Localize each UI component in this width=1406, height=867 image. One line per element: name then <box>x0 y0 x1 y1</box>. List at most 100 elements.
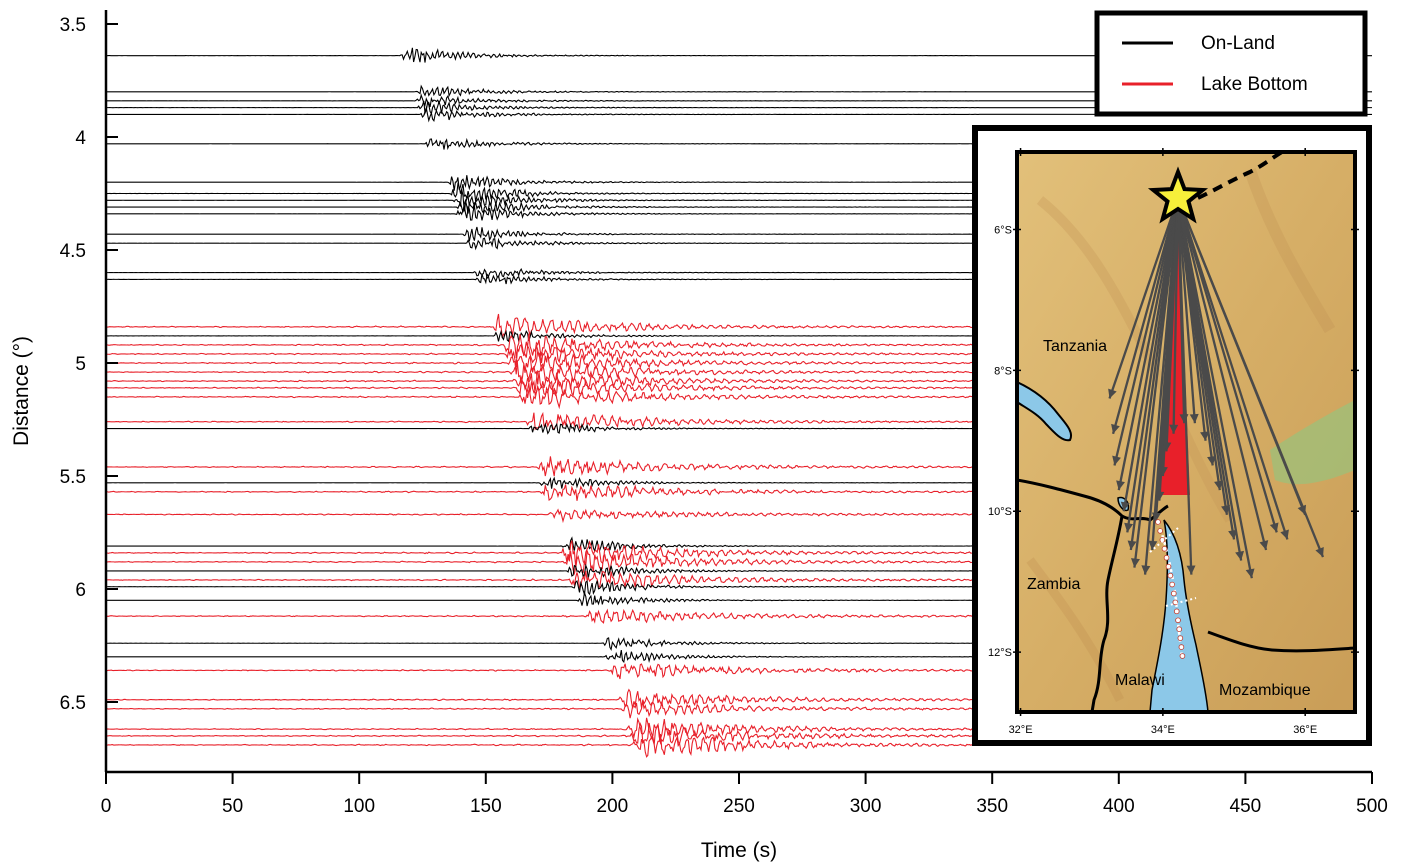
station-marker <box>1161 545 1168 552</box>
ray-arrowhead-icon <box>1130 558 1140 568</box>
ray-arrowhead-icon <box>1108 388 1117 399</box>
label-tanzania: Tanzania <box>1043 338 1107 355</box>
epicenter-star-icon <box>1147 166 1209 224</box>
trace-on-land <box>106 579 1372 596</box>
ray-arrowhead-icon <box>1111 423 1120 434</box>
ray-path <box>1176 197 1243 561</box>
trace-on-land <box>106 105 1372 123</box>
ray-arrowhead-icon <box>1186 565 1196 575</box>
station-marker <box>1163 554 1170 561</box>
map-lon-label: 34°E <box>1151 724 1175 736</box>
trace-lake-bottom <box>106 717 1372 741</box>
trace-lake-bottom <box>106 343 1372 366</box>
trace-on-land <box>106 563 1372 579</box>
ray-arrowhead-icon <box>1269 522 1279 533</box>
ray-arrowhead-icon <box>1235 550 1245 561</box>
station-marker <box>1157 528 1163 534</box>
y-tick-label: 5 <box>75 354 86 375</box>
ray-arrowhead-icon <box>1155 491 1165 501</box>
trace-on-land <box>106 268 1372 280</box>
label-mozambique: Mozambique <box>1219 682 1311 699</box>
map-lat-label: 10°S <box>988 506 1012 518</box>
station-marker <box>1175 617 1181 624</box>
map-lon-label: 36°E <box>1293 724 1317 736</box>
legend: On-Land Lake Bottom <box>1094 10 1368 117</box>
trace-lake-bottom <box>106 382 1372 410</box>
legend-label-lake-bottom: Lake Bottom <box>1201 74 1308 95</box>
trace-on-land <box>106 47 1372 63</box>
map-lat-label: 6°S <box>994 224 1012 236</box>
station-marker <box>1178 644 1185 650</box>
ray-arrowhead-icon <box>1116 480 1125 491</box>
trace-on-land <box>106 175 1372 191</box>
y-tick-label: 4 <box>75 128 86 149</box>
station-marker <box>1155 519 1161 525</box>
x-axis-label: Time (s) <box>701 839 777 862</box>
trace-lake-bottom <box>106 456 1372 477</box>
ray-arrowhead-icon <box>1124 522 1134 533</box>
label-malawi: Malawi <box>1115 672 1165 689</box>
ray-arrowhead-icon <box>1112 455 1121 466</box>
x-tick-label: 500 <box>1356 796 1388 817</box>
station-marker <box>1169 581 1175 588</box>
ray-arrowhead-icon <box>1189 413 1199 424</box>
ray-arrowhead-icon <box>1280 529 1289 540</box>
trace-lake-bottom <box>106 377 1372 398</box>
ray-arrowhead-icon <box>1127 540 1137 550</box>
map-border <box>1015 150 1357 714</box>
trace-lake-bottom <box>106 570 1372 589</box>
border-malawi-mozambique <box>1207 630 1355 653</box>
station-marker <box>1179 653 1186 659</box>
ray-arrowhead-icon <box>1148 540 1158 550</box>
trace-lake-bottom <box>106 369 1372 394</box>
trace-lake-bottom <box>106 701 1372 719</box>
y-tick-label: 5.5 <box>60 467 86 488</box>
ray-arrowhead-icon <box>1315 547 1324 558</box>
station-marker <box>1173 608 1180 615</box>
label-zambia: Zambia <box>1027 576 1080 593</box>
ray-arrowhead-icon <box>1162 442 1172 452</box>
ray-arrowhead-icon <box>1228 529 1238 540</box>
border-zambia-malawi <box>1090 515 1124 712</box>
legend-box <box>1094 10 1368 117</box>
ray-path <box>1172 197 1180 434</box>
trace-on-land <box>106 137 1372 151</box>
lake-malawi <box>1149 519 1209 712</box>
trace-lake-bottom <box>106 663 1372 680</box>
ray-arrowhead-icon <box>1120 501 1130 512</box>
legend-label-on-land: On-Land <box>1201 33 1275 54</box>
axes: 0 50 100 150 200 250 300 350 400 450 500 3.5 4 4.5 5 5… <box>10 10 1388 862</box>
ray-path <box>1176 197 1268 551</box>
x-tick-label: 0 <box>101 796 112 817</box>
x-tick-label: 400 <box>1103 796 1135 817</box>
trace-on-land <box>106 205 1372 221</box>
station-marker <box>1165 563 1172 570</box>
ray-arrowhead-icon <box>1158 466 1168 477</box>
trace-lake-bottom <box>106 508 1372 524</box>
ray-path <box>1133 197 1180 568</box>
map-lat-label: 8°S <box>994 365 1012 377</box>
trace-lake-bottom <box>106 688 1372 709</box>
x-tick-label: 50 <box>222 796 243 817</box>
lake-tanganyika <box>1017 380 1072 442</box>
ray-path <box>1176 197 1289 540</box>
ray-path <box>1117 197 1180 491</box>
y-axis-label: Distance (°) <box>10 336 33 446</box>
trace-on-land <box>106 476 1372 489</box>
trace-on-land <box>106 226 1372 242</box>
y-tick-label: 3.5 <box>60 15 86 36</box>
trace-lake-bottom <box>106 484 1372 502</box>
trace-lake-bottom <box>106 333 1372 358</box>
trace-lake-bottom <box>106 608 1372 624</box>
trace-on-land <box>106 273 1372 285</box>
station-marker <box>1177 635 1184 641</box>
ray-arrowhead-icon <box>1151 512 1161 522</box>
border-dashed <box>1197 152 1284 200</box>
trace-on-land <box>106 590 1372 607</box>
station-line-cross <box>1149 527 1179 553</box>
ray-path <box>1111 197 1180 435</box>
x-tick-label: 350 <box>976 796 1008 817</box>
map-lon-label: 32°E <box>1009 724 1033 736</box>
ray-arrowhead-icon <box>1141 565 1151 575</box>
ray-path <box>1176 197 1193 575</box>
